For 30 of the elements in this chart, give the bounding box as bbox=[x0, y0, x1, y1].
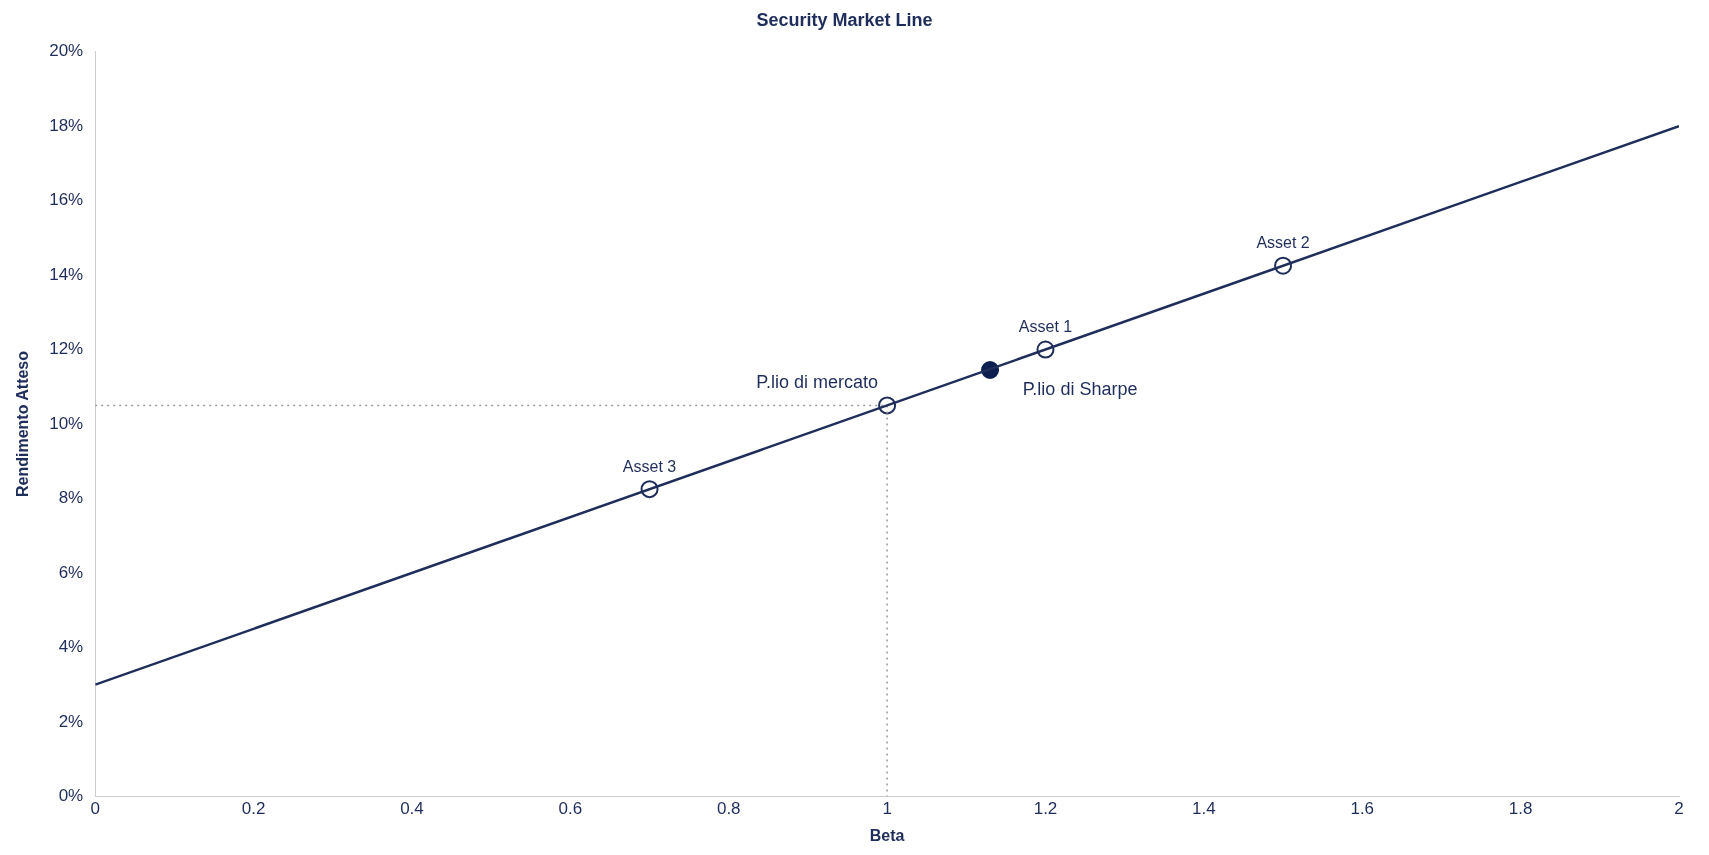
x-tick-label: 2 bbox=[1674, 799, 1684, 819]
y-tick-label: 6% bbox=[58, 562, 84, 582]
x-tick-label: 0.6 bbox=[558, 799, 583, 819]
y-tick-label: 16% bbox=[49, 190, 84, 210]
annotation: Asset 2 bbox=[1256, 234, 1310, 252]
y-tick-label: 8% bbox=[58, 488, 84, 508]
x-tick-label: 0.2 bbox=[241, 799, 266, 819]
x-tick-label: 1.4 bbox=[1192, 799, 1216, 819]
y-tick-label: 4% bbox=[58, 637, 84, 657]
x-tick-label: 0.4 bbox=[400, 799, 424, 819]
x-tick-label: 1 bbox=[882, 799, 892, 819]
chart-title: Security Market Line bbox=[756, 9, 933, 30]
y-tick-label: 10% bbox=[49, 413, 84, 433]
x-tick-label: 0.8 bbox=[716, 799, 741, 819]
annotation: P.lio di mercato bbox=[756, 372, 878, 393]
x-tick-label: 1.6 bbox=[1350, 799, 1375, 819]
annotation: P.lio di Sharpe bbox=[1022, 378, 1138, 399]
y-tick-label: 18% bbox=[49, 115, 84, 135]
annotation: Asset 3 bbox=[622, 457, 677, 475]
y-tick-label: 2% bbox=[58, 711, 84, 731]
y-tick-label: 12% bbox=[49, 339, 84, 359]
x-tick-label: 1.2 bbox=[1033, 799, 1058, 819]
y-tick-label: 14% bbox=[49, 264, 84, 284]
y-tick-label: 0% bbox=[58, 786, 84, 806]
x-axis-title: Beta bbox=[869, 826, 905, 844]
annotation: Asset 1 bbox=[1018, 317, 1073, 335]
y-tick-label: 20% bbox=[49, 41, 84, 61]
x-tick-label: 0 bbox=[90, 799, 100, 819]
y-axis-title: Rendimento Atteso bbox=[14, 350, 32, 498]
x-tick-label: 1.8 bbox=[1508, 799, 1533, 819]
